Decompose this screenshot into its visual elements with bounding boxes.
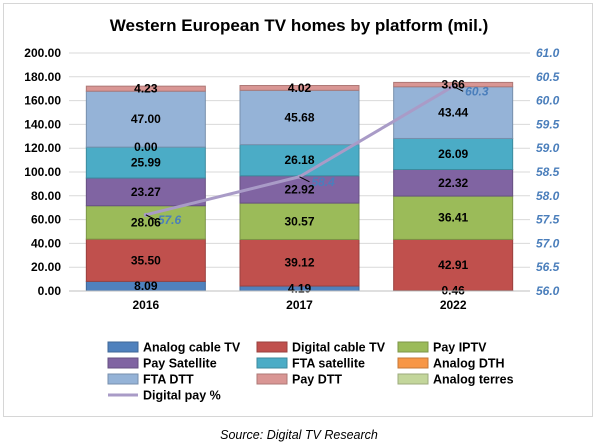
bar-data-label: 30.57 [284,214,314,228]
line-label-leader [452,85,464,92]
bar-segment [85,238,206,282]
bar-data-label: 22.32 [438,176,468,190]
bar-data-label: 22.92 [284,182,314,196]
bar-data-label: 36.41 [438,211,468,225]
bar-data-label: 25.99 [131,156,161,170]
data-labels: 8.09 35.50 28.06 23.27 25.99 0.00 47.00 4.23 4.1… [131,78,469,298]
bar-segment [85,205,206,240]
legend-label: Pay IPTV [433,341,487,355]
legend-swatch [256,341,288,353]
y-tick-label: 0.00 [38,284,62,298]
bar-segment [393,86,514,139]
legend-label: Analog terres [433,373,514,387]
legend-swatch [256,357,288,369]
line-data-label: 60.3 [465,84,489,98]
bar-data-label: 26.09 [438,147,468,161]
bar-segment [239,144,360,177]
legend-swatch [397,357,429,369]
bar-segment [393,169,514,197]
bar-data-label: 8.09 [134,279,158,293]
y2-tick-label: 61.0 [536,46,560,60]
bar-segment [239,175,360,204]
bar-segment [239,85,360,91]
bar-data-label: 26.18 [284,153,314,167]
bar-data-label: 3.66 [441,78,465,92]
bar-segment [85,177,206,207]
bar-segment [239,89,360,146]
bar-data-label: 23.27 [131,185,161,199]
y2-tick-label: 57.0 [536,236,560,250]
bar-data-label: 45.68 [284,110,314,124]
bar-data-label: 0.00 [134,140,158,154]
legend-label: Digital cable TV [292,341,386,355]
y2-tick-label: 60.5 [536,70,560,84]
legend-label: FTA DTT [143,373,194,387]
bar-data-label: 0.46 [441,283,465,297]
legend-label: FTA satellite [292,357,365,371]
axes: 0.00 20.00 40.00 60.00 80.00 100.00 120.00 140.… [24,46,559,312]
bar-segment [393,238,514,291]
digital-pay-line: 57.6 58.4 60.3 [143,84,489,227]
bar-data-label: 4.19 [288,282,312,296]
y-tick-label: 60.00 [31,213,61,227]
legend-swatch [107,373,139,385]
bar-data-label: 42.91 [438,258,468,272]
line-data-label: 57.6 [158,213,182,227]
y2-tick-label: 56.5 [536,260,560,274]
x-category-label: 2022 [440,298,467,312]
bar-data-label: 47.00 [131,112,161,126]
line-label-leader [299,176,310,183]
y2-tick-label: 56.0 [536,284,560,298]
bar-data-label: 4.23 [134,82,158,96]
bar-data-label: 28.06 [131,215,161,229]
chart: Western European TV homes by platform (m… [24,16,559,403]
x-category-label: 2016 [132,298,159,312]
y-tick-label: 140.00 [24,117,61,131]
y2-tick-label: 57.5 [536,213,560,227]
legend-swatch [256,373,288,385]
y-tick-label: 160.00 [24,94,61,108]
source-note: Source: Digital TV Research [220,428,378,442]
bar-segment [85,146,206,179]
bar-segment [85,90,206,148]
bar-segment [239,202,360,240]
bar-segment [393,137,514,171]
y-tick-label: 120.00 [24,141,61,155]
bar-data-label: 35.50 [131,253,161,267]
y-tick-label: 100.00 [24,165,61,179]
y-tick-label: 40.00 [31,236,61,250]
legend-label: Pay Satellite [143,357,217,371]
y-tick-label: 20.00 [31,260,61,274]
bar-data-label: 4.02 [288,81,312,95]
x-category-label: 2017 [286,298,313,312]
legend: Analog cable TV Digital cable TV Pay IPTV P… [107,341,514,403]
line-label-leader [145,214,157,221]
stacked-bars [85,81,514,292]
chart-title: Western European TV homes by platform (m… [110,16,488,35]
y-tick-label: 180.00 [24,70,61,84]
line-data-label: 58.4 [312,175,336,189]
y2-tick-label: 59.5 [536,117,560,131]
legend-label: Digital pay % [143,389,221,403]
y2-tick-label: 58.5 [536,165,560,179]
legend-swatch [107,357,139,369]
y2-tick-label: 60.0 [536,94,560,108]
bar-segment [85,85,206,92]
bar-data-label: 39.12 [284,256,314,270]
legend-swatch [397,373,429,385]
y-tick-label: 80.00 [31,189,61,203]
y2-tick-label: 58.0 [536,189,560,203]
legend-label: Pay DTT [292,373,342,387]
y2-tick-label: 59.0 [536,141,560,155]
legend-label: Analog DTH [433,357,505,371]
legend-swatch [107,341,139,353]
legend-swatch [397,341,429,353]
bar-data-label: 43.44 [438,106,468,120]
legend-label: Analog cable TV [143,341,241,355]
bar-segment [393,195,514,240]
y-tick-label: 200.00 [24,46,61,60]
